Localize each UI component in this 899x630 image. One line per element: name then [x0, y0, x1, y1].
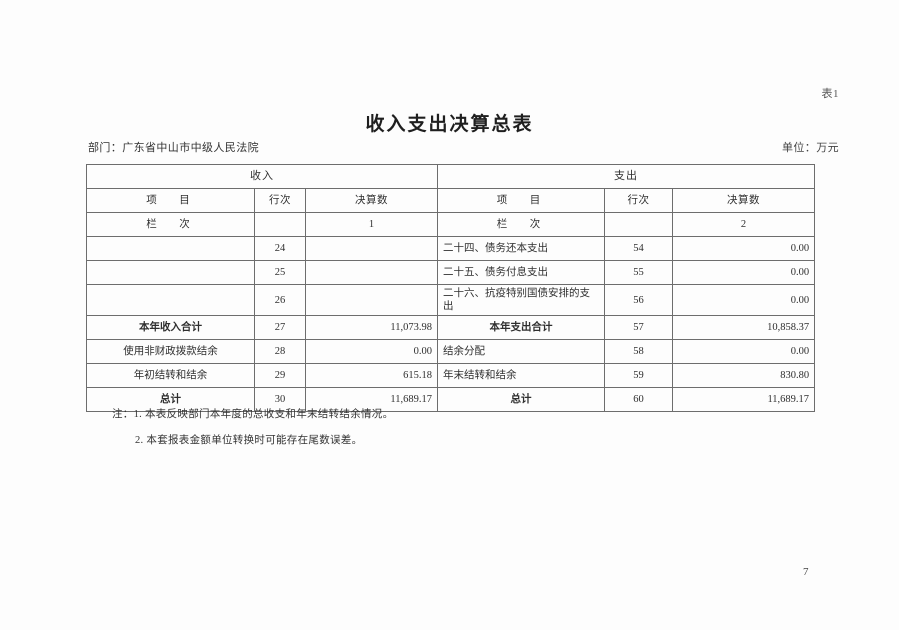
cell-income-item: 总计 [86, 387, 255, 413]
column-header-expenditure-item: 项 目 [437, 188, 606, 213]
lane-income-number: 1 [304, 212, 439, 237]
column-header-income-final-amount: 决算数 [304, 188, 439, 213]
cell-income-amount: 0.00 [304, 339, 439, 365]
cell-expenditure-item: 总计 [437, 387, 606, 413]
cell-expenditure-amount: 0.00 [672, 339, 816, 365]
page-title: 收入支出决算总表 [365, 114, 534, 135]
cell-income-item: 年初结转和结余 [86, 363, 255, 389]
table-column-header-row: 项 目 行次 决算数 项 目 行次 决算数 [86, 188, 816, 213]
cell-income-row-no: 29 [254, 363, 306, 389]
column-header-income-item: 项 目 [86, 188, 255, 213]
cell-income-item [86, 236, 255, 261]
lane-expenditure-number: 2 [672, 212, 816, 237]
table-lane-row: 栏 次 1 栏 次 2 [86, 212, 816, 237]
note-item-2: 2. 本套报表金额单位转换时可能存在尾数误差。 [135, 434, 363, 446]
table-notes: 注：1. 本表反映部门本年度的总收支和年末结转结余情况。 2. 本套报表金额单位… [112, 409, 393, 460]
lane-income-row-no [254, 212, 306, 237]
cell-income-row-no: 27 [254, 315, 306, 341]
cell-income-amount: 11,689.17 [304, 387, 439, 413]
cell-income-amount [304, 260, 439, 285]
cell-income-amount [304, 236, 439, 261]
cell-income-amount [304, 283, 439, 317]
cell-income-row-no: 28 [254, 339, 306, 365]
cell-expenditure-item: 结余分配 [437, 339, 606, 365]
cell-expenditure-row-no: 55 [604, 260, 674, 285]
cell-income-row-no: 25 [254, 260, 306, 285]
cell-income-amount: 11,073.98 [304, 315, 439, 341]
cell-income-item: 本年收入合计 [86, 315, 255, 341]
table-row: 25 二十五、债务付息支出 55 0.00 [86, 260, 816, 285]
cell-expenditure-item: 本年支出合计 [437, 315, 606, 341]
note-item-1: 注：1. 本表反映部门本年度的总收支和年末结转结余情况。 [112, 409, 394, 420]
lane-expenditure-row-no [604, 212, 674, 237]
cell-expenditure-row-no: 58 [604, 339, 674, 365]
page-number: 7 [803, 566, 809, 578]
table-row: 年初结转和结余 29 615.18 年末结转和结余 59 830.80 [86, 363, 816, 389]
column-header-expenditure-row-no: 行次 [604, 188, 674, 213]
group-header-expenditure: 支出 [437, 164, 816, 189]
income-expenditure-table: 收入 支出 项 目 行次 决算数 项 目 行次 决算数 栏 次 1 栏 次 [85, 164, 816, 413]
cell-income-item [86, 283, 255, 317]
table-row: 使用非财政拨款结余 28 0.00 结余分配 58 0.00 [86, 339, 816, 365]
cell-expenditure-item: 二十五、债务付息支出 [437, 260, 606, 285]
table-body: 收入 支出 项 目 行次 决算数 项 目 行次 决算数 栏 次 1 栏 次 [85, 164, 816, 413]
lane-label-income: 栏 次 [86, 212, 255, 237]
cell-income-row-no: 26 [254, 283, 306, 317]
sheet-label: 表1 [821, 88, 839, 100]
lane-label-expenditure: 栏 次 [437, 212, 606, 237]
cell-expenditure-item: 二十六、抗疫特别国债安排的支出 [437, 283, 606, 317]
cell-expenditure-amount: 0.00 [672, 260, 816, 285]
cell-expenditure-row-no: 57 [604, 315, 674, 341]
group-header-income: 收入 [85, 164, 439, 189]
unit-line: 单位：万元 [782, 142, 839, 154]
department-line: 部门：广东省中山市中级人民法院 [88, 142, 259, 154]
column-header-expenditure-final-amount: 决算数 [672, 188, 816, 213]
table-row: 26 二十六、抗疫特别国债安排的支出 56 0.00 [86, 283, 816, 317]
cell-expenditure-item: 二十四、债务还本支出 [437, 236, 606, 261]
cell-income-row-no: 24 [254, 236, 306, 261]
cell-expenditure-amount: 11,689.17 [672, 387, 816, 413]
cell-expenditure-amount: 10,858.37 [672, 315, 816, 341]
cell-income-amount: 615.18 [304, 363, 439, 389]
cell-expenditure-amount: 830.80 [672, 363, 816, 389]
cell-expenditure-row-no: 56 [604, 283, 674, 317]
cell-income-item: 使用非财政拨款结余 [86, 339, 255, 365]
cell-expenditure-row-no: 60 [604, 387, 674, 413]
cell-expenditure-amount: 0.00 [672, 236, 816, 261]
cell-expenditure-row-no: 54 [604, 236, 674, 261]
budget-table-wrapper: 收入 支出 项 目 行次 决算数 项 目 行次 决算数 栏 次 1 栏 次 [85, 164, 816, 413]
cell-expenditure-amount: 0.00 [672, 283, 816, 317]
table-row: 本年收入合计 27 11,073.98 本年支出合计 57 10,858.37 [86, 315, 816, 341]
column-header-income-row-no: 行次 [254, 188, 306, 213]
cell-expenditure-item: 年末结转和结余 [437, 363, 606, 389]
table-group-header-row: 收入 支出 [85, 164, 816, 189]
table-row: 24 二十四、债务还本支出 54 0.00 [86, 236, 816, 261]
cell-expenditure-row-no: 59 [604, 363, 674, 389]
table-row: 总计 30 11,689.17 总计 60 11,689.17 [86, 387, 816, 413]
cell-income-item [86, 260, 255, 285]
